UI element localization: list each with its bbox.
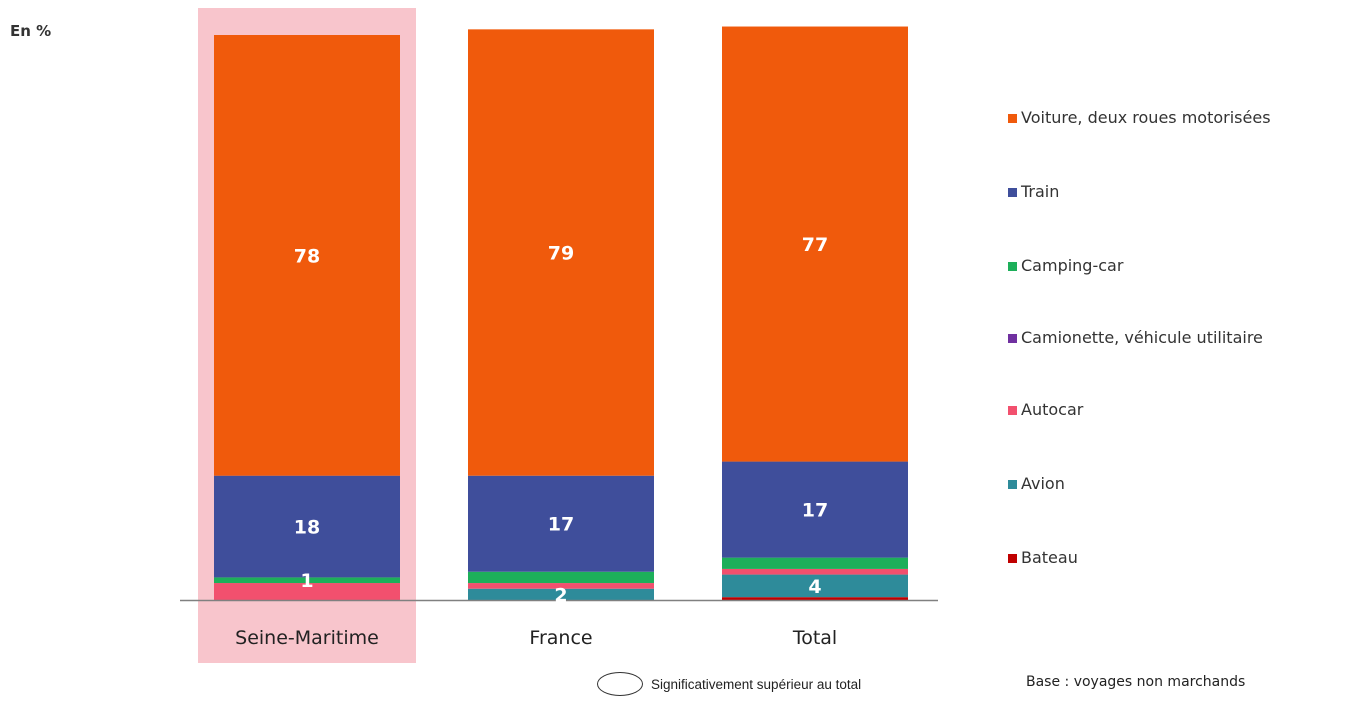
legend-item-voiture-deux-roues-motorisees: Voiture, deux roues motorisées [1008, 108, 1276, 128]
bar-segment-france-voiture-deux-roues-motorisees [468, 29, 654, 476]
significance-note: Significativement supérieur au total [597, 672, 861, 696]
bar-segment-seine-maritime-voiture-deux-roues-motorisees [214, 35, 400, 476]
legend-swatch [1008, 554, 1017, 563]
legend-item-autocar: Autocar [1008, 400, 1276, 420]
bar-segment-france-train [468, 475, 654, 572]
bar-segment-total-bateau [722, 597, 908, 600]
data-label-total-avion: 4 [808, 576, 821, 598]
legend-swatch [1008, 262, 1017, 271]
bar-segment-total-voiture-deux-roues-motorisees [722, 26, 908, 462]
legend-swatch [1008, 406, 1017, 415]
legend-item-avion: Avion [1008, 474, 1276, 494]
data-label-france-train: 17 [548, 514, 574, 536]
legend-item-train: Train [1008, 182, 1276, 202]
legend-label: Camping-car [1021, 256, 1124, 275]
data-label-total-voiture-deux-roues-motorisees: 77 [802, 234, 828, 256]
data-label-seine-maritime-camping-car: 1 [300, 570, 313, 592]
bar-segment-seine-maritime-autocar [214, 583, 400, 600]
bar-segment-total-avion [722, 574, 908, 598]
bar-segment-total-camping-car [722, 557, 908, 569]
legend-swatch [1008, 480, 1017, 489]
data-label-france-avion: 2 [554, 584, 567, 606]
data-label-seine-maritime-train: 18 [294, 517, 320, 539]
bar-segment-seine-maritime-camping-car [214, 577, 400, 584]
bar-segment-seine-maritime-train [214, 475, 400, 578]
legend-label: Bateau [1021, 548, 1078, 567]
legend-label: Autocar [1021, 400, 1084, 419]
legend-item-camping-car: Camping-car [1008, 256, 1276, 276]
significance-ellipse-icon [597, 672, 643, 696]
legend-label: Voiture, deux roues motorisées [1021, 108, 1271, 127]
legend-label: Camionette, véhicule utilitaire [1021, 328, 1263, 347]
bar-segment-total-train [722, 461, 908, 558]
data-label-seine-maritime-voiture-deux-roues-motorisees: 78 [294, 245, 320, 267]
bar-segment-france-camping-car [468, 571, 654, 584]
bar-segment-france-avion [468, 588, 654, 600]
data-label-france-voiture-deux-roues-motorisees: 79 [548, 243, 574, 265]
data-label-total-train: 17 [802, 500, 828, 522]
base-note: Base : voyages non marchands [1026, 674, 1246, 690]
legend-label: Train [1021, 182, 1060, 201]
legend-item-bateau: Bateau [1008, 548, 1276, 568]
category-label-seine-maritime: Seine-Maritime [235, 627, 379, 649]
legend-item-camionette-vehicule-utilitaire: Camionette, véhicule utilitaire [1008, 328, 1276, 348]
unit-label: En % [10, 22, 52, 40]
category-label-total: Total [792, 627, 837, 649]
legend-swatch [1008, 114, 1017, 123]
significance-note-text: Significativement supérieur au total [651, 676, 862, 692]
legend-label: Avion [1021, 474, 1065, 493]
bar-segment-total-autocar [722, 568, 908, 575]
category-label-france: France [529, 627, 592, 649]
bar-segment-france-autocar [468, 583, 654, 589]
legend-swatch [1008, 334, 1017, 343]
legend-swatch [1008, 188, 1017, 197]
